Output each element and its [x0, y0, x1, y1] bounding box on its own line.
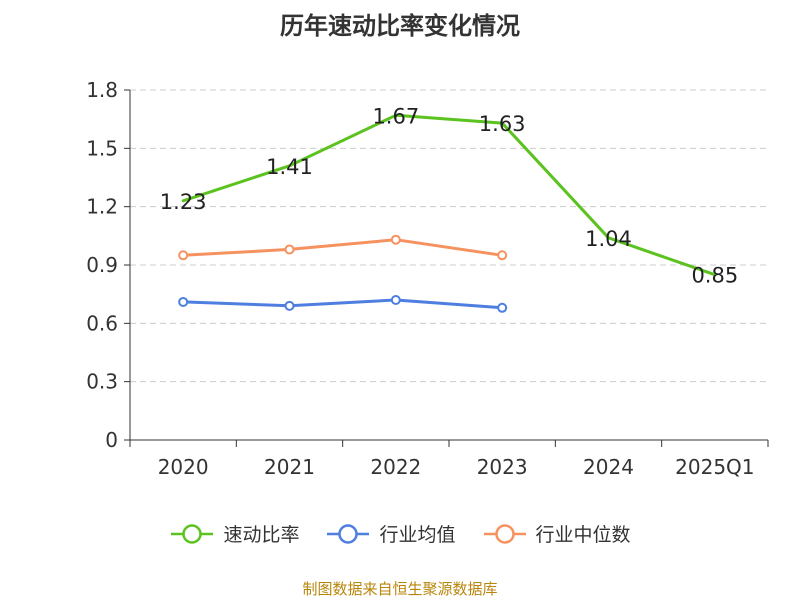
legend-item[interactable]: 行业中位数 — [482, 520, 631, 547]
chart-title: 历年速动比率变化情况 — [280, 12, 520, 40]
data-point — [497, 250, 508, 261]
x-tick-label: 2021 — [264, 455, 315, 479]
data-label: 1.23 — [160, 190, 207, 214]
data-label: 0.85 — [691, 264, 738, 288]
legend-item[interactable]: 行业均值 — [325, 520, 456, 547]
y-tick-label: 0.3 — [86, 370, 118, 394]
legend-label: 速动比率 — [223, 524, 300, 546]
data-point — [178, 250, 189, 261]
data-point — [497, 302, 508, 313]
source-note: 制图数据来自恒生聚源数据库 — [302, 580, 498, 598]
y-tick-label: 1.5 — [86, 136, 118, 160]
x-tick-label: 2025Q1 — [675, 455, 754, 479]
series-line — [181, 298, 504, 310]
y-tick-label: 1.2 — [86, 195, 118, 219]
legend-label: 行业均值 — [379, 524, 456, 546]
legend-line-marker-icon — [483, 523, 526, 544]
data-point — [390, 295, 401, 305]
x-tick-label: 2020 — [158, 455, 209, 479]
y-tick-label: 0 — [105, 428, 118, 452]
legend-line-marker-icon — [327, 523, 370, 544]
data-point — [178, 296, 189, 307]
data-point — [390, 234, 401, 245]
legend-label: 行业中位数 — [535, 524, 631, 546]
data-label: 1.63 — [479, 112, 526, 136]
data-point — [284, 300, 295, 311]
data-label: 1.67 — [372, 104, 419, 128]
legend-item[interactable]: 速动比率 — [169, 520, 299, 547]
y-tick-label: 0.6 — [86, 311, 118, 335]
legend-line-marker-icon — [171, 523, 214, 544]
y-tick-label: 0.9 — [86, 253, 118, 277]
legend: 速动比率 行业均值 行业中位数 — [0, 520, 800, 547]
data-point — [284, 244, 295, 255]
x-tick-label: 2023 — [477, 455, 528, 479]
x-tick-label: 2022 — [370, 455, 421, 479]
y-tick-label: 1.8 — [86, 78, 118, 102]
data-label: 1.41 — [266, 155, 313, 179]
series-line — [181, 113, 717, 277]
x-tick-label: 2024 — [583, 455, 634, 479]
series-line — [181, 238, 504, 257]
data-label: 1.04 — [585, 227, 632, 251]
